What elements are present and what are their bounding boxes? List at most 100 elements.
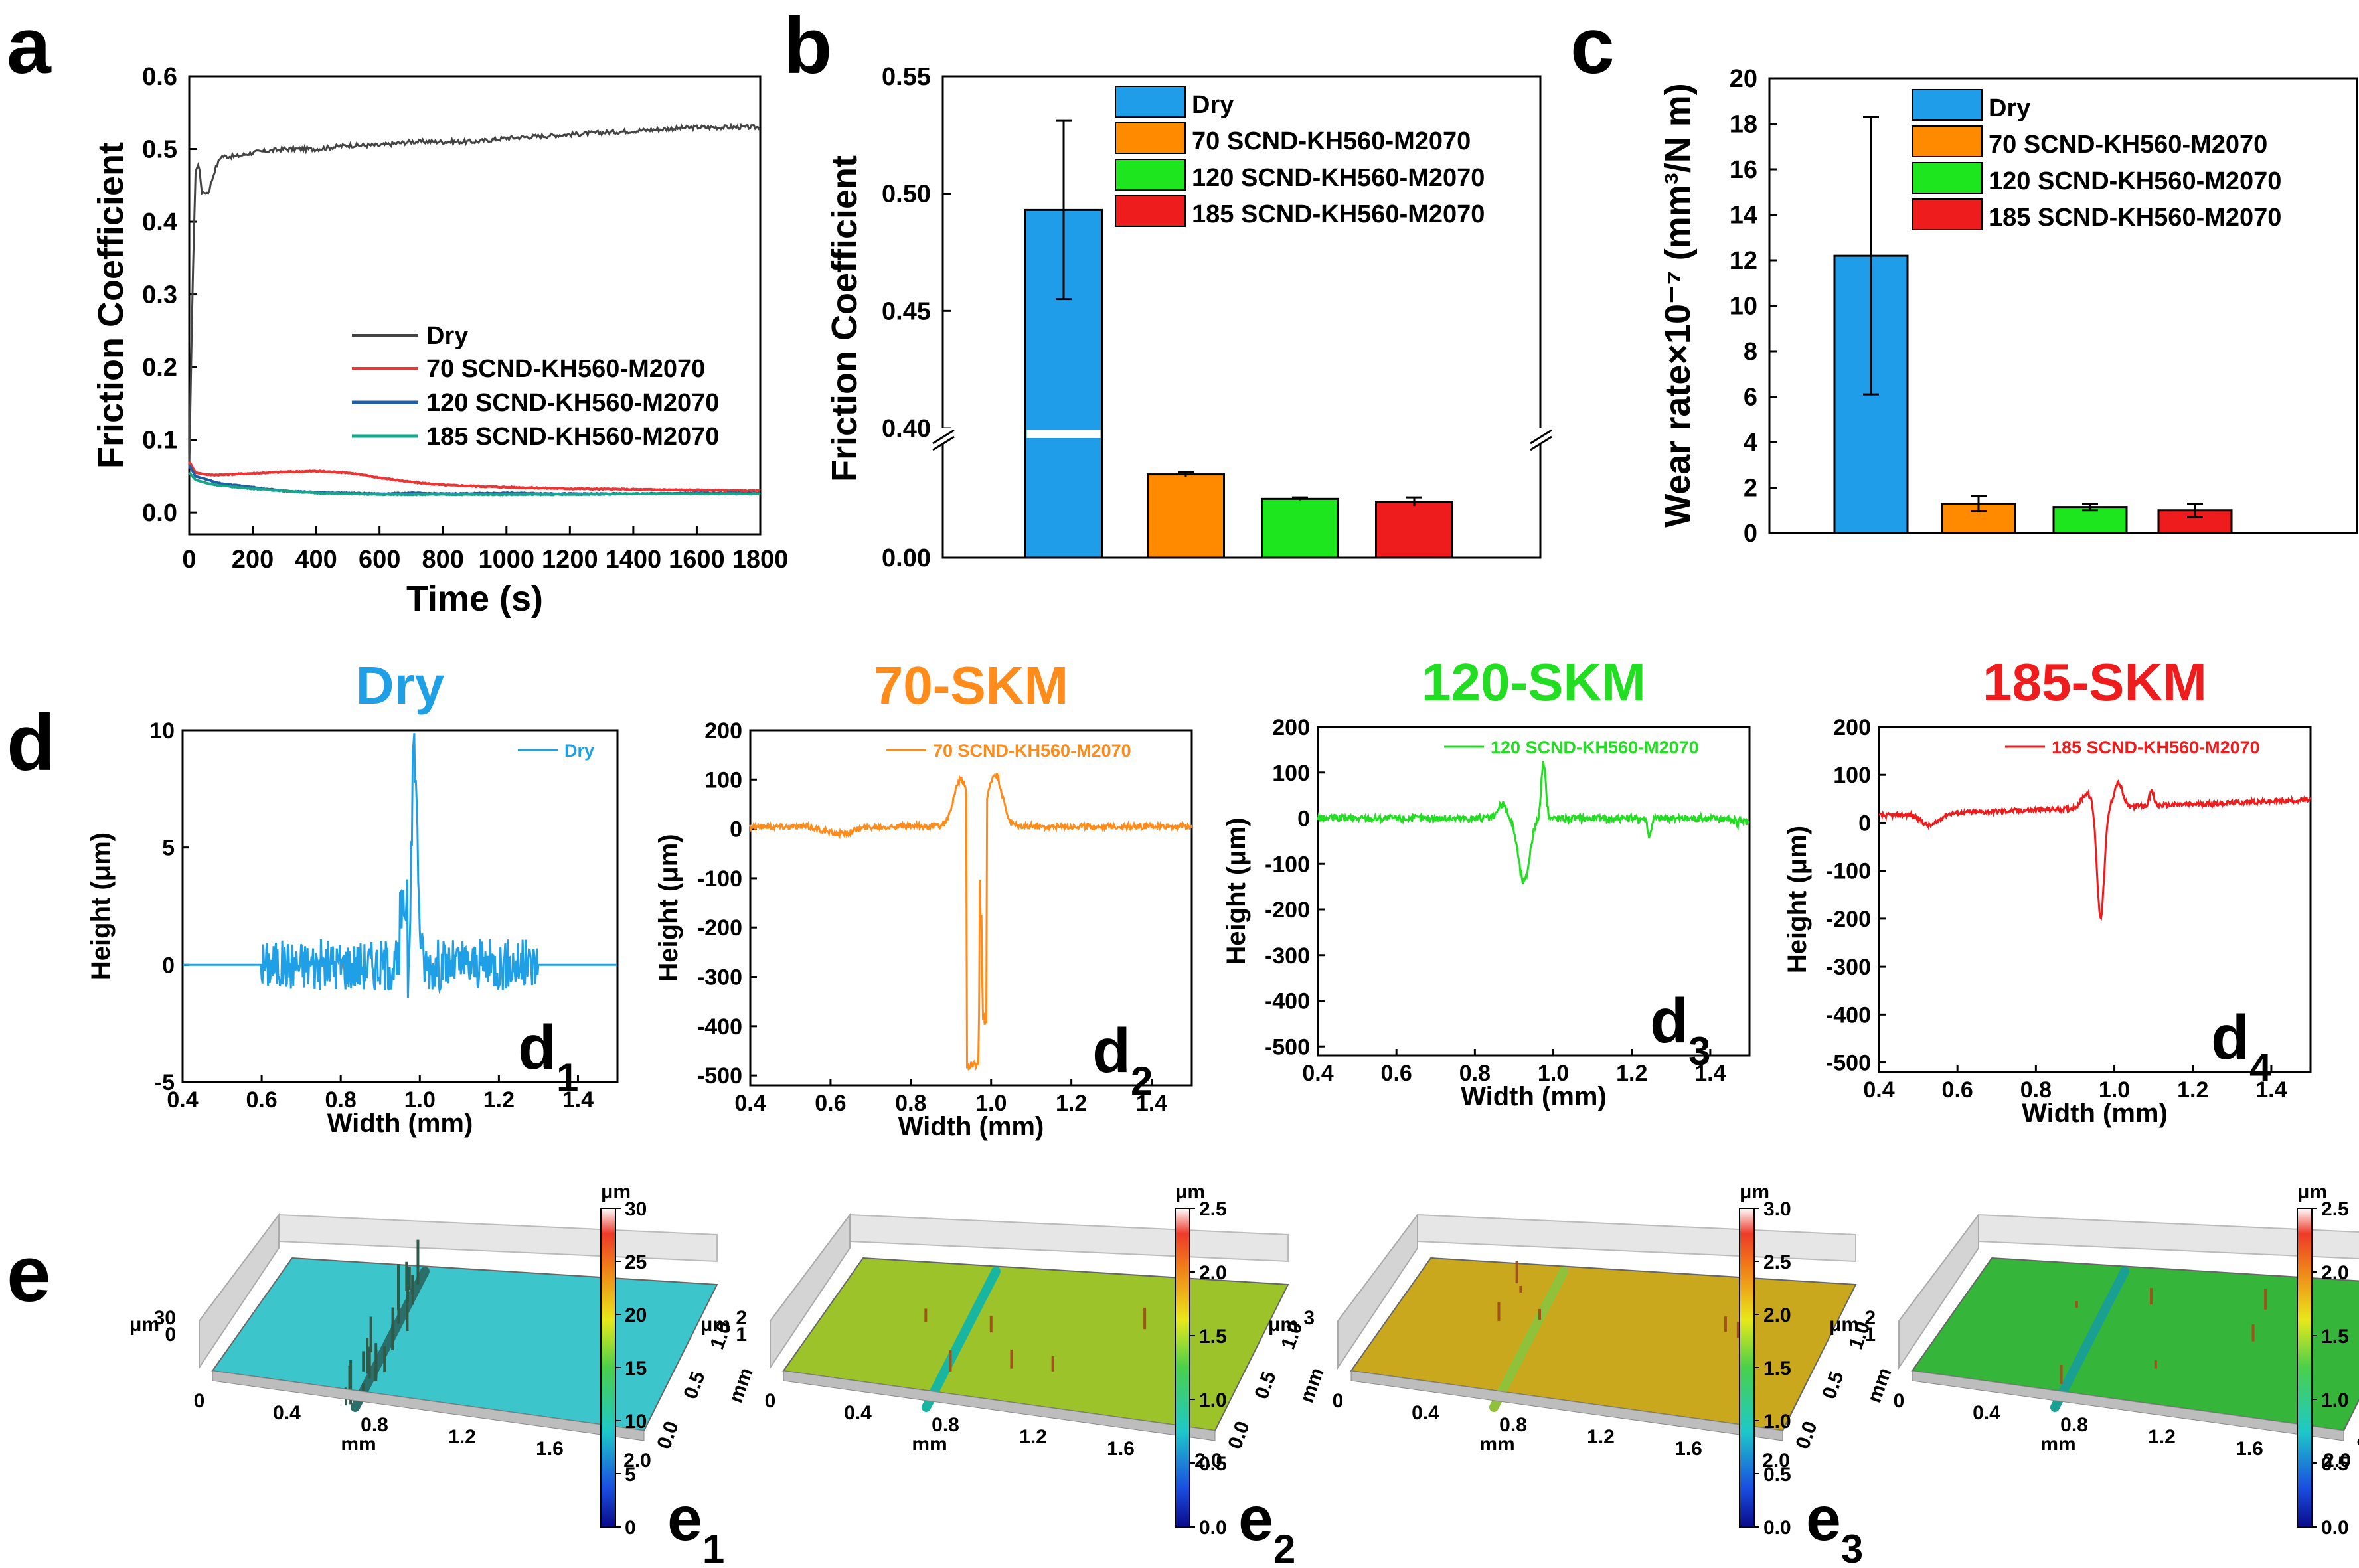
chart-d3-xtick-label: 0.6 [1381,1061,1412,1086]
chart-d3-ylabel: Height (μm) [1222,817,1251,965]
surface-e2-xtick-label: 0.4 [844,1402,872,1424]
surface-e3-colorbar [1739,1208,1755,1528]
chart-d1-xtick-label: 0.8 [325,1087,357,1113]
legend-b-label-dry: Dry [1192,91,1234,119]
chart-d1-profile-line [183,733,617,998]
chart-d2-ytick-label: 200 [704,718,742,744]
chart-a-xtick-label: 1600 [669,546,725,574]
surface-e4-base [1912,1370,2344,1441]
surface-e4-colorbar-label: 0.5 [2321,1453,2349,1475]
surface-e2-colorbar-label: 2.5 [1199,1198,1227,1220]
chart-a-xtick-label: 800 [422,546,464,574]
surface-e3-xtick-label: 0.8 [1499,1414,1527,1436]
chart-d3-profile-line [1317,761,1750,884]
chart-d3-panel-sublabel: 3 [1688,1029,1710,1073]
surface-e2-colorbar-unit: μm [1175,1181,1205,1203]
chart-b-bar [1261,497,1339,559]
panel-label-e: e [7,1229,51,1318]
surface-e3-base [1350,1370,1783,1441]
legend-b-label-120: 120 SCND-KH560-M2070 [1192,164,1485,192]
chart-d4-panel-sublabel: 4 [2249,1046,2272,1090]
panel-label-a: a [7,1,52,90]
chart-d2-ytick-label: -200 [697,915,742,941]
chart-a-series-line [188,123,761,469]
surface-e1-colorbar-label: 5 [625,1464,636,1486]
axis-break-mark-right-2 [1530,435,1552,451]
surface-e2-xtick-label: 0.8 [932,1414,959,1436]
chart-d2-xtick-label: 0.4 [734,1091,766,1116]
chart-d3-xlabel: Width (mm) [1461,1082,1607,1111]
chart-b-ytick-label: 0.50 [882,181,931,208]
surface-e4-colorbar-label: 2.5 [2321,1198,2349,1220]
chart-b-legend: Dry 70 SCND-KH560-M2070 120 SCND-KH560-M… [1115,86,1485,228]
surface-e4-xtick-label: 2.0 [2323,1450,2351,1472]
chart-d2-ylabel: Height (μm) [654,834,683,981]
chart-a-xlabel: Time (s) [406,579,543,619]
surface-e4-xtick-label: 0 [1894,1390,1905,1412]
surface-e3-xtick-label: 2.0 [1762,1450,1790,1472]
surface-e2-colorbar-label: 0.0 [1199,1517,1227,1539]
chart-a-series-line [188,461,761,493]
surface-e3-colorbar-label: 2.0 [1763,1304,1791,1326]
chart-d4-ytick-label: -500 [1826,1051,1871,1076]
chart-d4-xtick-label: 0.8 [2020,1077,2052,1103]
chart-d2-ytick-label: -100 [697,866,742,892]
surface-e2-xunit: mm [912,1433,947,1455]
chart-d1: Dry Height (μm) Width (mm) 0.4 0.6 0.8 1.0 1.2 1… [86,656,619,1138]
legend-label-70: 70 SCND-KH560-M2070 [426,355,705,383]
surface-e1: 00.40.81.21.62.0mm 0.00.51.0mmμm300e1μm30… [129,1181,758,1568]
chart-d4-ytick-label: -200 [1826,907,1871,932]
surface-e3-colorbar-label: 2.5 [1763,1251,1791,1273]
panel-label-c: c [1570,1,1615,90]
surface-e4-colorbar [2297,1208,2313,1528]
surface-e4-xtick-label: 1.2 [2148,1426,2176,1448]
chart-d3-title: 120-SKM [1422,653,1646,712]
chart-c-ytick-label: 20 [1730,65,1757,93]
chart-a-xtick-label: 600 [359,546,400,574]
surface-e1-colorbar-label: 20 [625,1304,647,1326]
chart-a-ytick-label: 0.1 [142,427,177,455]
surface-e3-ztick-label: 3 [1303,1307,1315,1329]
surface-e3-panel-label: e3 [1806,1484,1863,1568]
surface-e3-xtick-label: 0.4 [1412,1402,1439,1424]
chart-d3-ytick-label: 200 [1272,715,1310,740]
chart-a-legend: Dry 70 SCND-KH560-M2070 120 SCND-KH560-M… [352,322,719,451]
chart-a-frame [188,75,762,536]
surface-e3-xunit: mm [1479,1433,1514,1455]
surface-e2-colorbar-label: 0.5 [1199,1453,1227,1475]
surface-e1-yunit: mm [724,1365,757,1405]
chart-a-ytick-label: 0.0 [142,499,177,527]
surface-e3-colorbar-label: 0.5 [1763,1464,1791,1486]
surface-e3-ytick-label: 0.0 [1791,1419,1821,1452]
surface-e3-xtick-label: 1.2 [1587,1426,1615,1448]
surface-e2-xtick-label: 1.6 [1107,1438,1135,1460]
chart-d4-frame [1878,726,2312,1073]
chart-c-ytick-label: 16 [1730,156,1757,184]
chart-c-ytick-label: 0 [1744,520,1757,548]
legend-c-label-dry: Dry [1989,94,2030,122]
surface-e4-colorbar-unit: μm [2297,1181,2327,1203]
surface-e2-xtick-label: 1.2 [1019,1426,1047,1448]
chart-d1-legend-label: Dry [564,741,594,761]
surface-e2-ztick-label: 1 [736,1324,747,1346]
chart-b-frame [941,75,1542,559]
chart-a-ytick-label: 0.5 [142,136,177,164]
chart-a-ylabel: Friction Coefficient [91,142,131,469]
chart-d3-legend-label: 120 SCND-KH560-M2070 [1491,738,1699,757]
chart-b-ytick-label: 0.55 [882,63,931,91]
surface-e2-ytick-label: 0.5 [1250,1369,1280,1402]
chart-d4-ytick-label: 0 [1858,811,1871,836]
legend-c-swatch-70 [1912,125,1983,157]
surface-e1-colorbar-label: 0 [625,1517,636,1539]
surface-e3-ytick-label: 0.5 [1818,1369,1848,1402]
chart-d2-ytick-label: -400 [697,1014,742,1040]
surface-e4-zlabel: μm [1829,1314,1859,1336]
chart-d4: 185-SKM Height (μm) Width (mm) 0.4 0.6 0.8 1.0… [1783,653,2312,1128]
surface-e1-panel-sublabel: 1 [702,1527,724,1568]
surface-e3-colorbar-label: 1.5 [1763,1358,1791,1379]
surface-e1-panel-label: e1 [667,1484,724,1568]
chart-d4-xlabel: Width (mm) [2022,1099,2168,1128]
chart-b-bar-break [1026,430,1101,438]
chart-a-ytick-label: 0.3 [142,281,177,309]
